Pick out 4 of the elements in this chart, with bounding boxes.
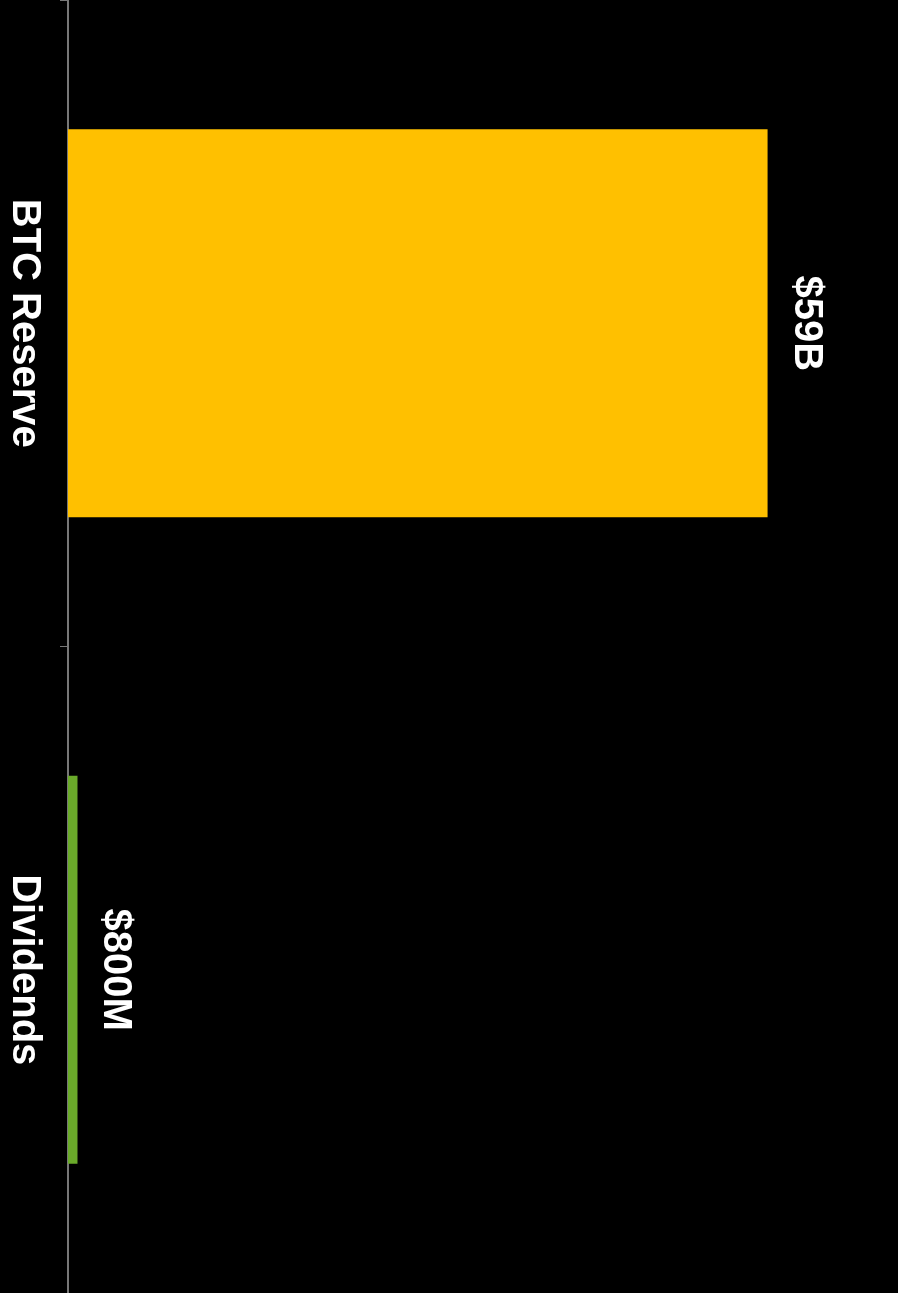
y-tick-label: Dividends <box>4 874 49 1066</box>
y-tick-label: BTC Reserve <box>4 198 49 448</box>
data-label: $59B <box>786 275 831 372</box>
data-label: $800M <box>96 908 141 1031</box>
